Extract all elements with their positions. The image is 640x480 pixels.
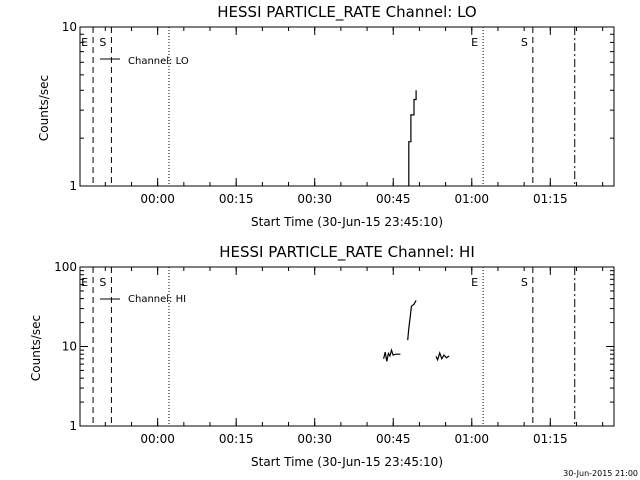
x-tick-label: 00:00 [140, 192, 175, 206]
event-marker-label: E [471, 276, 478, 289]
x-tick-label: 00:15 [219, 432, 254, 446]
lo-x-axis-label: Start Time (30-Jun-15 23:45:10) [251, 215, 443, 229]
x-tick-label: 00:15 [219, 192, 254, 206]
event-marker-label: E [471, 36, 478, 49]
lo-y-axis-label: Counts/sec [37, 75, 51, 141]
data-series-line [407, 300, 417, 341]
y-tick-label: 10 [62, 20, 77, 34]
lo-chart-title: HESSI PARTICLE_RATE Channel: LO [217, 3, 476, 22]
x-tick-label: 01:15 [533, 432, 568, 446]
hi-legend-label: Channel: HI [128, 294, 186, 305]
x-tick-label: 00:45 [376, 192, 411, 206]
event-marker-label: S [99, 276, 106, 289]
event-marker-label: S [99, 36, 106, 49]
x-tick-label: 00:00 [140, 432, 175, 446]
data-series-line [408, 90, 417, 186]
y-tick-label: 100 [54, 260, 77, 274]
hi-y-axis-label: Counts/sec [29, 315, 43, 381]
y-tick-label: 1 [69, 419, 77, 433]
x-tick-label: 00:30 [297, 192, 332, 206]
hi-channel-panel: HESSI PARTICLE_RATE Channel: HI Counts/s… [29, 243, 615, 469]
footer-timestamp: 30-Jun-2015 21:00 [563, 469, 638, 478]
event-marker-label: E [81, 276, 88, 289]
x-tick-label: 01:00 [454, 432, 489, 446]
event-marker-label: S [521, 36, 528, 49]
event-marker-label: S [521, 276, 528, 289]
x-tick-label: 01:15 [533, 192, 568, 206]
lo-legend-label: Channel: LO [128, 56, 189, 67]
axes-frame [79, 26, 615, 187]
data-series-line [383, 347, 401, 362]
y-tick-label: 1 [69, 179, 77, 193]
lo-channel-panel: HESSI PARTICLE_RATE Channel: LO Counts/s… [37, 3, 615, 229]
data-series-line [435, 350, 450, 362]
y-tick-label: 10 [62, 340, 77, 354]
hi-x-axis-label: Start Time (30-Jun-15 23:45:10) [251, 455, 443, 469]
x-tick-label: 00:45 [376, 432, 411, 446]
x-tick-label: 01:00 [454, 192, 489, 206]
event-marker-label: E [81, 36, 88, 49]
hi-chart-title: HESSI PARTICLE_RATE Channel: HI [219, 243, 475, 262]
x-tick-label: 00:30 [297, 432, 332, 446]
axes-frame [79, 266, 615, 427]
